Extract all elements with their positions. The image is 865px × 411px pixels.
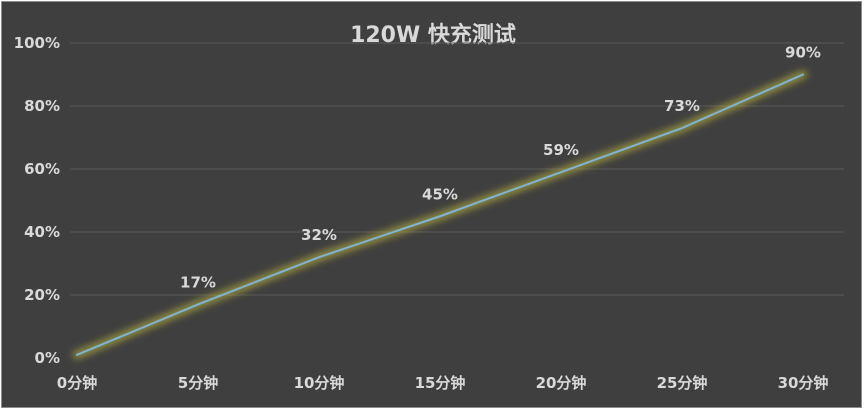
series-group (72, 70, 808, 360)
data-label: 73% (664, 97, 700, 115)
x-tick-label: 15分钟 (415, 374, 466, 392)
data-labels: 17% 32% 45% 59% 73% 90% (180, 44, 821, 292)
x-axis-tick-labels: 0分钟 5分钟 10分钟 15分钟 20分钟 25分钟 30分钟 (57, 374, 829, 392)
x-tick-label: 20分钟 (536, 374, 587, 392)
y-tick-label: 100% (14, 34, 60, 52)
data-label: 32% (301, 226, 337, 244)
data-label: 90% (785, 44, 821, 62)
y-axis-tick-labels: 0% 20% 40% 60% 80% 100% (14, 34, 60, 367)
data-label: 59% (543, 141, 579, 159)
chart-title: 120W 快充测试 (350, 22, 516, 48)
y-tick-label: 20% (24, 286, 60, 304)
x-tick-label: 0分钟 (57, 374, 97, 392)
x-tick-label: 30分钟 (778, 374, 829, 392)
y-tick-label: 80% (24, 97, 60, 115)
x-tick-label: 25分钟 (657, 374, 708, 392)
series-line (76, 73, 804, 356)
data-label: 17% (180, 273, 216, 291)
y-tick-label: 0% (35, 349, 60, 367)
x-tick-label: 5分钟 (178, 374, 218, 392)
x-tick-label: 10分钟 (294, 374, 345, 392)
gridlines (70, 42, 844, 296)
y-tick-label: 60% (24, 160, 60, 178)
y-tick-label: 40% (24, 223, 60, 241)
data-label: 45% (422, 185, 458, 203)
series-line-glow (72, 70, 808, 360)
